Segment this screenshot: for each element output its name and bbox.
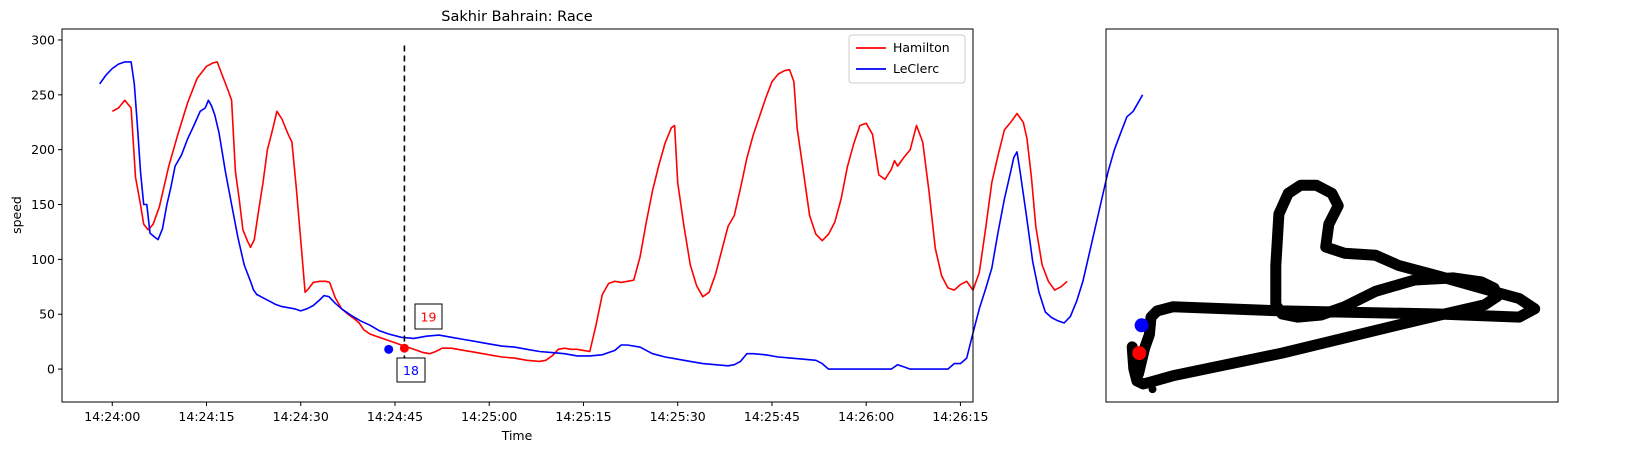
- track-point: [1148, 385, 1157, 394]
- x-tick-label: 14:25:30: [650, 409, 706, 424]
- x-tick-label: 14:24:00: [84, 409, 140, 424]
- legend-label-hamilton: Hamilton: [893, 40, 950, 55]
- annotation-text-hamilton: 19: [421, 310, 437, 325]
- x-axis-label: Time: [501, 428, 533, 443]
- speed-chart: Sakhir Bahrain: Race 14:24:00 14:24:15 14:…: [9, 9, 1144, 443]
- y-tick-label: 300: [31, 32, 55, 47]
- y-axis: 0 50 100 150 200 250 300: [31, 32, 62, 377]
- track-map-frame: [1105, 28, 1559, 403]
- track-map: [1105, 28, 1559, 403]
- plot-frame: [61, 28, 974, 403]
- track-outline: [1126, 179, 1541, 390]
- annotation-leclerc: 18: [396, 357, 426, 383]
- x-tick-label: 14:24:45: [367, 409, 423, 424]
- y-axis-label: speed: [9, 196, 24, 234]
- legend-label-leclerc: LeClerc: [893, 61, 939, 76]
- track-layer: [1126, 179, 1541, 394]
- x-tick-label: 14:26:00: [838, 409, 894, 424]
- x-tick-label: 14:25:45: [744, 409, 800, 424]
- y-tick-label: 50: [39, 307, 55, 322]
- legend: Hamilton LeClerc: [848, 34, 966, 84]
- y-tick-label: 100: [31, 252, 55, 267]
- annotation-box-hamilton: [414, 303, 443, 330]
- y-tick-label: 0: [47, 362, 55, 377]
- y-tick-label: 250: [31, 87, 55, 102]
- series-line-hamilton: [111, 61, 1068, 363]
- x-tick-label: 14:25:15: [555, 409, 611, 424]
- chart-title: Sakhir Bahrain: Race: [441, 9, 592, 25]
- annotation-hamilton: 19: [414, 303, 443, 330]
- car-position-hamilton: [1132, 346, 1147, 361]
- series-line-leclerc: [99, 61, 1144, 370]
- y-tick-label: 150: [31, 197, 55, 212]
- position-marker-leclerc: [384, 344, 394, 354]
- annotation-text-leclerc: 18: [403, 363, 419, 378]
- y-tick-label: 200: [31, 142, 55, 157]
- car-position-leclerc: [1134, 318, 1149, 333]
- x-tick-label: 14:24:15: [178, 409, 234, 424]
- markers-layer: [384, 343, 409, 354]
- x-tick-label: 14:25:00: [461, 409, 517, 424]
- annotation-box-leclerc: [396, 357, 426, 383]
- position-marker-hamilton: [399, 343, 409, 353]
- x-tick-label: 14:26:15: [932, 409, 988, 424]
- series-layer: [99, 45, 1144, 370]
- legend-frame: [848, 34, 966, 84]
- x-axis: 14:24:00 14:24:15 14:24:30 14:24:45 14:25:00…: [84, 402, 989, 424]
- x-tick-label: 14:24:30: [273, 409, 329, 424]
